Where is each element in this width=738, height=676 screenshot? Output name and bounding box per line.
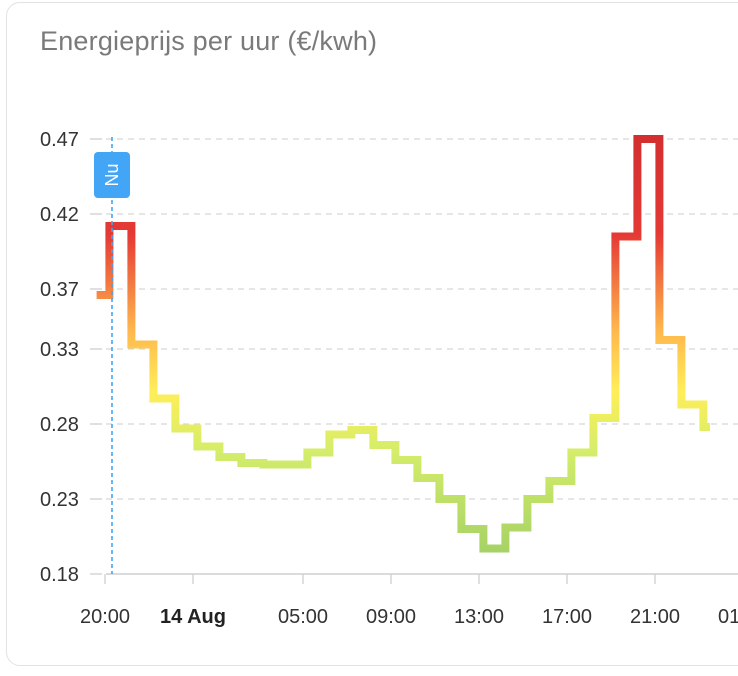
x-tick-label: 09:00 [366, 606, 416, 628]
x-tick-label: 14 Aug [160, 606, 226, 628]
now-badge [94, 152, 130, 198]
x-tick-label: 17:00 [542, 606, 592, 628]
y-axis: 0.47 0.42 0.37 0.33 0.28 0.23 0.18 [40, 129, 102, 586]
y-tick-label: 0.23 [40, 489, 79, 511]
x-tick-label: 05:00 [278, 606, 328, 628]
x-tick-label: 13:00 [454, 606, 504, 628]
now-marker: Nu [94, 137, 130, 574]
price-step-line [96, 135, 710, 553]
y-tick-label: 0.33 [40, 339, 79, 361]
card-title: Energieprijs per uur (€/kwh) [40, 26, 378, 56]
now-label: Nu [102, 163, 122, 186]
y-tick-label: 0.47 [40, 129, 79, 151]
y-tick-label: 0.37 [40, 279, 79, 301]
x-tick-label: 20:00 [80, 606, 130, 628]
y-tick-label: 0.18 [40, 564, 79, 586]
series-layer [96, 135, 710, 553]
grid-lines [106, 138, 738, 575]
y-tick-label: 0.28 [40, 414, 79, 436]
y-tick-label: 0.42 [40, 204, 79, 226]
x-tick-label: 01:00 [718, 606, 738, 628]
x-axis: 20:00 14 Aug 05:00 09:00 13:00 17:00 21:00 01:0… [80, 574, 738, 628]
x-tick-label: 21:00 [630, 606, 680, 628]
